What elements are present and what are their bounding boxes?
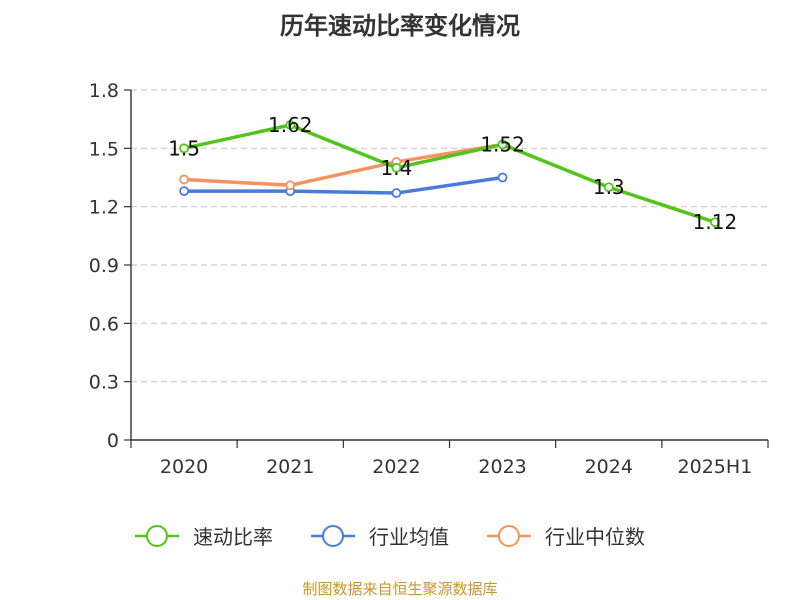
data-label: 1.12 xyxy=(693,210,738,234)
data-point xyxy=(603,182,614,193)
chart-title: 历年速动比率变化情况 xyxy=(280,12,520,40)
axes: 0 0.3 0.6 0.9 1.2 1.5 1.8 2020 2021 2022 2023 2024 2… xyxy=(89,80,769,478)
grid-lines xyxy=(131,89,768,383)
data-label: 1.62 xyxy=(268,113,313,137)
legend-label: 行业中位数 xyxy=(545,525,645,549)
series-lines xyxy=(179,120,720,228)
data-point xyxy=(285,120,296,130)
data-label: 1.4 xyxy=(381,156,413,180)
series-line xyxy=(183,123,716,224)
data-labels: 1.5 1.62 1.4 1.52 1.3 1.12 xyxy=(168,113,737,234)
data-point xyxy=(497,139,508,150)
legend-item: 行业中位数 xyxy=(487,525,645,549)
y-tick-label: 0.3 xyxy=(89,372,119,394)
series-line xyxy=(183,142,503,188)
x-tick-label: 2020 xyxy=(160,456,208,478)
legend-label: 行业均值 xyxy=(369,525,449,549)
data-label: 1.5 xyxy=(168,136,200,160)
x-tick-label: 2025H1 xyxy=(678,456,753,478)
y-tick-label: 0 xyxy=(107,430,119,452)
y-tick-label: 1.2 xyxy=(89,197,119,219)
data-point xyxy=(391,188,402,198)
data-point xyxy=(285,180,296,191)
y-tick-label: 0.6 xyxy=(89,313,119,335)
legend-label: 速动比率 xyxy=(193,525,273,549)
y-tick-label: 1.5 xyxy=(89,138,119,160)
legend: 速动比率 行业均值 行业中位数 xyxy=(135,525,645,549)
data-point xyxy=(179,143,189,154)
source-note: 制图数据来自恒生聚源数据库 xyxy=(302,580,498,598)
data-label: 1.52 xyxy=(480,132,525,156)
x-tick-label: 2021 xyxy=(266,456,314,478)
data-point xyxy=(179,174,189,185)
data-point xyxy=(497,172,508,183)
x-tick-label: 2024 xyxy=(585,456,633,478)
data-point xyxy=(179,186,189,197)
legend-marker xyxy=(498,525,520,547)
series-line xyxy=(184,175,503,195)
legend-marker xyxy=(146,525,168,547)
x-tick-label: 2023 xyxy=(478,456,526,478)
legend-item: 速动比率 xyxy=(135,525,273,549)
y-tick-label: 1.8 xyxy=(89,80,119,102)
data-label: 1.3 xyxy=(593,175,625,199)
legend-item: 行业均值 xyxy=(311,525,449,549)
data-point xyxy=(710,217,720,228)
x-tick-label: 2022 xyxy=(372,456,420,478)
legend-marker xyxy=(322,525,344,547)
y-tick-label: 0.9 xyxy=(89,255,119,277)
data-point xyxy=(391,162,402,173)
